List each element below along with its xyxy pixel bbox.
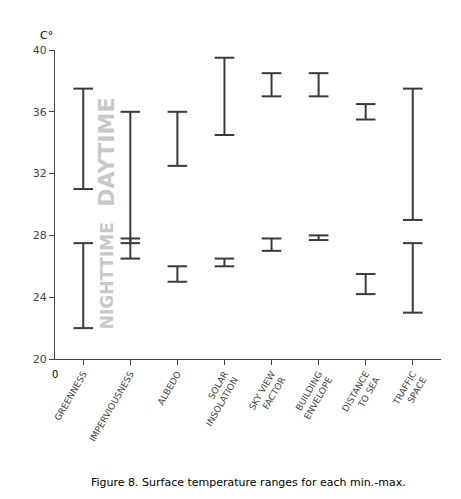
svg-text:ALBEDO: ALBEDO [156,370,183,407]
svg-text:GREENNESS: GREENNESS [53,369,89,422]
svg-text:Figure 8. Surface temperature: Figure 8. Surface temperature ranges for… [91,476,406,489]
svg-text:0: 0 [52,369,58,380]
svg-text:SOLARINSOLATION: SOLARINSOLATION [194,370,240,428]
svg-text:IMPERVIOUSNESS: IMPERVIOUSNESS [88,369,136,443]
svg-text:20: 20 [33,353,47,366]
svg-text:24: 24 [33,291,47,304]
svg-text:32: 32 [33,167,47,180]
svg-text:SKY VIEWFACTOR: SKY VIEWFACTOR [247,369,287,417]
svg-text:TRAFFICSPACE: TRAFFICSPACE [391,369,429,413]
svg-text:28: 28 [33,229,47,242]
svg-text:40: 40 [33,44,47,57]
svg-text:36: 36 [33,106,47,119]
svg-text:NIGHTTIME: NIGHTTIME [97,222,117,329]
svg-text:C°: C° [40,29,53,42]
svg-text:DISTANCETO SEA: DISTANCETO SEA [340,369,382,420]
svg-text:BUILDINGENVELOPE: BUILDINGENVELOPE [292,369,335,421]
svg-text:DAYTIME: DAYTIME [94,98,119,207]
